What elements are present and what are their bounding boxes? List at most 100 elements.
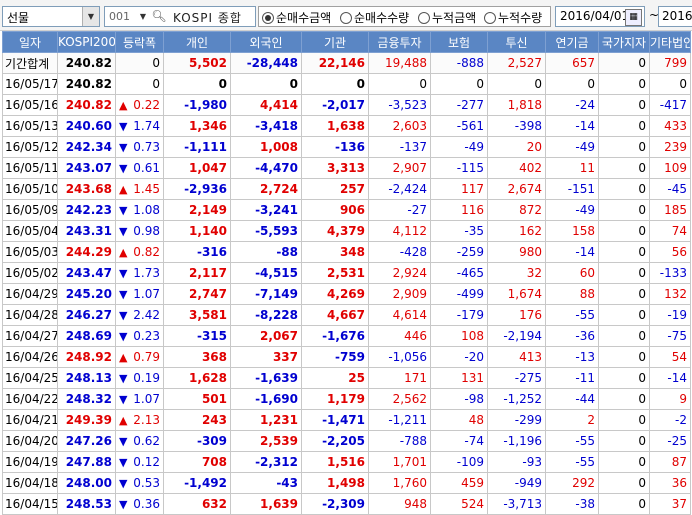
down-triangle-icon: ▼: [119, 330, 128, 343]
other-corporation-cell: 74: [649, 220, 691, 242]
chevron-down-icon[interactable]: ▼: [139, 12, 147, 21]
institution-cell: 3,313: [301, 157, 369, 179]
change-value: 0: [152, 77, 160, 91]
chevron-down-icon[interactable]: ▼: [82, 7, 99, 26]
column-header[interactable]: 등락폭: [115, 31, 164, 53]
investment-trust-cell: -2,194: [487, 325, 546, 347]
institution-cell: 1,638: [301, 115, 369, 137]
financial-investment-cell: -137: [368, 136, 431, 158]
radio-indicator[interactable]: [418, 11, 430, 24]
radio-indicator[interactable]: [262, 11, 274, 24]
pension-fund-cell: -14: [545, 115, 599, 137]
table-row[interactable]: 16/05/10 243.68 ▲ 1.45 -2,936 2,724 257 -2,424 1…: [2, 178, 691, 200]
government-cell: 0: [598, 367, 650, 389]
date-range-separator: ~: [649, 8, 660, 22]
kospi200-cell: 240.60: [57, 115, 116, 137]
calendar-icon[interactable]: ▦: [625, 9, 642, 26]
date-cell: 16/04/20: [2, 430, 58, 452]
down-triangle-icon: ▼: [119, 225, 128, 238]
table-row[interactable]: 16/05/03 244.29 ▲ 0.82 -316 -88 348 -428 -259 980…: [2, 241, 691, 263]
radio-net-buy-amount[interactable]: 순매수금액: [262, 9, 331, 26]
column-header[interactable]: 기타법인: [649, 31, 691, 53]
other-corporation-cell: -133: [649, 262, 691, 284]
financial-investment-cell: 2,924: [368, 262, 431, 284]
column-header[interactable]: 보험: [430, 31, 488, 53]
change-value: 1.74: [133, 119, 160, 133]
table-row[interactable]: 16/05/13 240.60 ▼ 1.74 1,346 -3,418 1,638 2,603…: [2, 115, 691, 137]
table-row[interactable]: 기간합계 240.82 0 5,502 -28,448 22,146 19,488 -888 2…: [2, 52, 691, 74]
radio-indicator[interactable]: [484, 11, 496, 24]
market-select[interactable]: 선물 ▼: [2, 6, 100, 27]
investment-trust-cell: -1,196: [487, 430, 546, 452]
column-header[interactable]: 연기금: [545, 31, 599, 53]
radio-net-buy-quantity[interactable]: 순매수수량: [340, 9, 409, 26]
foreign-cell: -43: [230, 472, 302, 494]
foreign-cell: -4,470: [230, 157, 302, 179]
table-row[interactable]: 16/04/18 248.00 ▼ 0.53 -1,492 -43 1,498 1,760 45…: [2, 472, 691, 494]
table-row[interactable]: 16/04/29 245.20 ▼ 1.07 2,747 -7,149 4,269 2,909…: [2, 283, 691, 305]
table-row[interactable]: 16/04/27 248.69 ▼ 0.23 -315 2,067 -1,676 446 108…: [2, 325, 691, 347]
pension-fund-cell: 11: [545, 157, 599, 179]
foreign-cell: -1,639: [230, 367, 302, 389]
change-cell: ▼ 1.07: [115, 388, 164, 410]
search-icon[interactable]: 🔍︎: [151, 9, 167, 23]
kospi200-cell: 247.88: [57, 451, 116, 473]
column-header[interactable]: KOSPI200: [57, 31, 116, 53]
table-row[interactable]: 16/04/25 248.13 ▼ 0.19 1,628 -1,639 25 171 131 -2…: [2, 367, 691, 389]
individual-cell: 5,502: [163, 52, 231, 74]
other-corporation-cell: -19: [649, 304, 691, 326]
index-code-field[interactable]: 001 ▼ 🔍︎ KOSPI 종합: [104, 6, 256, 27]
foreign-cell: -2,312: [230, 451, 302, 473]
kospi200-cell: 243.47: [57, 262, 116, 284]
column-header[interactable]: 개인: [163, 31, 231, 53]
government-cell: 0: [598, 199, 650, 221]
table-row[interactable]: 16/05/16 240.82 ▲ 0.22 -1,980 4,414 -2,017 -3,5…: [2, 94, 691, 116]
change-value: 0.19: [133, 371, 160, 385]
column-header[interactable]: 외국인: [230, 31, 302, 53]
table-row[interactable]: 16/05/04 243.31 ▼ 0.98 1,140 -5,593 4,379 4,112…: [2, 220, 691, 242]
change-value: 2.42: [133, 308, 160, 322]
table-row[interactable]: 16/04/19 247.88 ▼ 0.12 708 -2,312 1,516 1,701 -1…: [2, 451, 691, 473]
change-cell: ▼ 0.53: [115, 472, 164, 494]
kospi200-cell: 243.68: [57, 178, 116, 200]
radio-indicator[interactable]: [340, 11, 352, 24]
table-row[interactable]: 16/05/09 242.23 ▼ 1.08 2,149 -3,241 906 -27 116 8…: [2, 199, 691, 221]
financial-investment-cell: -428: [368, 241, 431, 263]
kospi200-cell: 245.20: [57, 283, 116, 305]
investment-trust-cell: -93: [487, 451, 546, 473]
end-date-value: 2016/: [662, 9, 692, 23]
table-row[interactable]: 16/05/17 240.82 0 0 0 0 0 0 0 0 0 0: [2, 73, 691, 95]
other-corporation-cell: -45: [649, 178, 691, 200]
financial-investment-cell: 1,701: [368, 451, 431, 473]
column-header[interactable]: 금융투자: [368, 31, 431, 53]
insurance-cell: 48: [430, 409, 488, 431]
table-row[interactable]: 16/05/02 243.47 ▼ 1.73 2,117 -4,515 2,531 2,924…: [2, 262, 691, 284]
table-row[interactable]: 16/04/15 248.53 ▼ 0.36 632 1,639 -2,309 948 524-…: [2, 493, 691, 515]
kospi200-cell: 248.69: [57, 325, 116, 347]
table-row[interactable]: 16/04/26 248.92 ▲ 0.79 368 337 -759 -1,056 -20 41…: [2, 346, 691, 368]
start-date-input[interactable]: 2016/04/01 ▦: [555, 6, 645, 27]
radio-cumulative-quantity[interactable]: 누적수량: [484, 9, 542, 26]
end-date-input[interactable]: 2016/: [658, 6, 692, 27]
radio-label: 순매수금액: [276, 11, 332, 25]
column-header[interactable]: 투신: [487, 31, 546, 53]
insurance-cell: 0: [430, 73, 488, 95]
pension-fund-cell: -49: [545, 199, 599, 221]
institution-cell: 348: [301, 241, 369, 263]
table-row[interactable]: 16/04/21 249.39 ▲ 2.13 243 1,231 -1,471 -1,211 4…: [2, 409, 691, 431]
date-cell: 16/05/03: [2, 241, 58, 263]
table-row[interactable]: 16/05/11 243.07 ▼ 0.61 1,047 -4,470 3,313 2,907…: [2, 157, 691, 179]
government-cell: 0: [598, 241, 650, 263]
radio-cumulative-amount[interactable]: 누적금액: [418, 9, 476, 26]
column-header[interactable]: 국가지자: [598, 31, 650, 53]
column-header[interactable]: 기관: [301, 31, 369, 53]
government-cell: 0: [598, 472, 650, 494]
individual-cell: -1,111: [163, 136, 231, 158]
table-row[interactable]: 16/04/22 248.32 ▼ 1.07 501 -1,690 1,179 2,562 -9…: [2, 388, 691, 410]
financial-investment-cell: 4,112: [368, 220, 431, 242]
column-header[interactable]: 일자: [2, 31, 58, 53]
change-value: 1.73: [133, 266, 160, 280]
table-row[interactable]: 16/04/28 246.27 ▼ 2.42 3,581 -8,228 4,667 4,614…: [2, 304, 691, 326]
table-row[interactable]: 16/05/12 242.34 ▼ 0.73 -1,111 1,008 -136 -137 -4…: [2, 136, 691, 158]
table-row[interactable]: 16/04/20 247.26 ▼ 0.62 -309 2,539 -2,205 -788 -7…: [2, 430, 691, 452]
